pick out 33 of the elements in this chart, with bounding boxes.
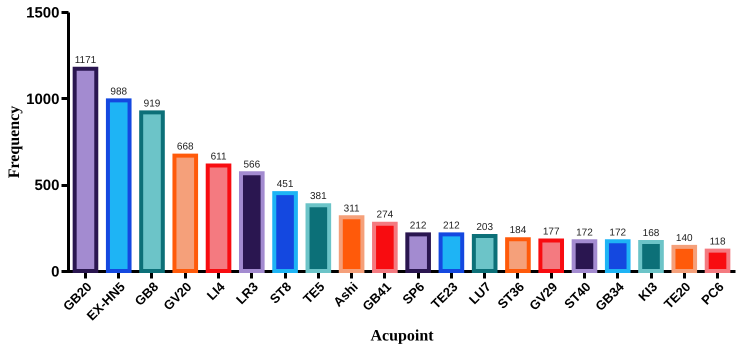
data-label: 668 xyxy=(176,142,194,153)
x-tick-label: LI4 xyxy=(204,278,228,303)
data-label: 919 xyxy=(144,98,161,110)
data-label: 168 xyxy=(642,228,660,239)
x-tick-label: ST8 xyxy=(266,279,294,307)
y-axis-title: Frequency xyxy=(6,106,24,178)
data-label: 311 xyxy=(344,203,360,214)
data-label: 184 xyxy=(510,225,527,236)
y-tick-label: 1500 xyxy=(26,4,60,22)
x-axis-title: Acupoint xyxy=(370,327,434,344)
y-tick-label: 0 xyxy=(51,264,60,280)
x-tick-label: SP6 xyxy=(399,279,428,308)
data-label: 274 xyxy=(376,210,394,221)
data-label: 451 xyxy=(276,179,294,190)
y-tick-label: 500 xyxy=(34,177,60,194)
data-label: 988 xyxy=(110,86,128,98)
data-label: 140 xyxy=(676,232,694,244)
x-tick-label: LR3 xyxy=(233,279,261,308)
data-label: 172 xyxy=(576,227,594,238)
data-label: 172 xyxy=(609,227,627,238)
data-label: 203 xyxy=(476,222,494,233)
x-tick-label: KI3 xyxy=(635,279,660,304)
x-tick-label: TE5 xyxy=(300,279,328,307)
data-label: 212 xyxy=(443,220,460,232)
x-tick-label: GB8 xyxy=(132,279,162,309)
data-label: 381 xyxy=(310,191,328,202)
data-label: 177 xyxy=(542,226,560,238)
data-label: 566 xyxy=(243,159,261,170)
data-label: 118 xyxy=(710,236,726,248)
data-label: 1171 xyxy=(74,54,97,66)
data-label: 212 xyxy=(410,220,427,232)
data-label: 611 xyxy=(210,152,227,162)
y-tick-label: 1000 xyxy=(26,90,60,108)
